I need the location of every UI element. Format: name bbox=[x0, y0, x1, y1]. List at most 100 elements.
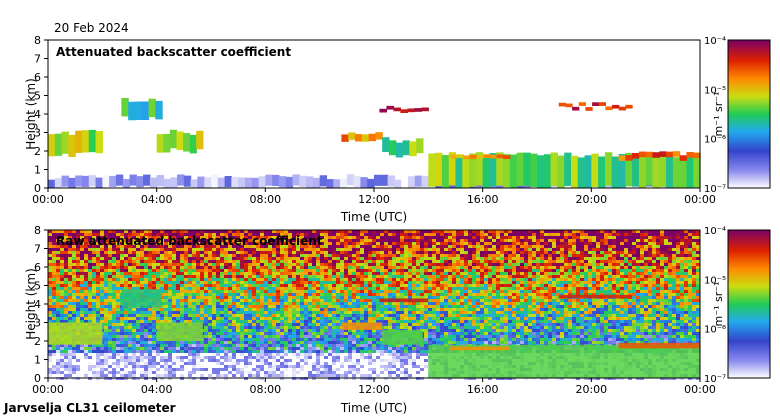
raw-backscatter-cell bbox=[116, 245, 120, 248]
raw-backscatter-cell bbox=[164, 242, 168, 245]
raw-backscatter-cell bbox=[264, 266, 268, 269]
raw-backscatter-cell bbox=[320, 296, 324, 299]
raw-backscatter-cell bbox=[320, 293, 324, 296]
raw-backscatter-cell bbox=[292, 299, 296, 302]
raw-backscatter-cell bbox=[580, 290, 584, 293]
raw-backscatter-cell bbox=[572, 257, 576, 260]
raw-backscatter-cell bbox=[208, 281, 212, 284]
raw-backscatter-cell bbox=[596, 272, 600, 275]
backscatter-cell-precip-1500 bbox=[475, 152, 484, 186]
raw-backscatter-cell bbox=[644, 272, 648, 275]
raw-backscatter-cell bbox=[464, 269, 468, 272]
raw-backscatter-cell bbox=[92, 260, 96, 263]
raw-backscatter-cell bbox=[676, 239, 680, 242]
raw-backscatter-cell bbox=[696, 269, 700, 272]
raw-backscatter-cell bbox=[540, 281, 544, 284]
raw-backscatter-cell bbox=[364, 284, 368, 287]
raw-backscatter-cell bbox=[252, 266, 256, 269]
raw-backscatter-cell bbox=[388, 278, 392, 281]
backscatter-cell-precip-1500 bbox=[672, 157, 681, 188]
raw-backscatter-cell bbox=[128, 281, 132, 284]
raw-backscatter-cell bbox=[112, 242, 116, 245]
raw-backscatter-cell bbox=[396, 251, 400, 254]
raw-backscatter-cell bbox=[228, 281, 232, 284]
raw-backscatter-cell bbox=[108, 254, 112, 257]
raw-backscatter-cell bbox=[564, 260, 568, 263]
raw-backscatter-cell bbox=[520, 242, 524, 245]
raw-backscatter-cell bbox=[696, 245, 700, 248]
raw-backscatter-cell bbox=[248, 239, 252, 242]
raw-backscatter-cell bbox=[176, 290, 180, 293]
raw-backscatter-cell bbox=[428, 239, 432, 242]
raw-backscatter-cell bbox=[624, 236, 628, 239]
raw-backscatter-cell bbox=[524, 236, 528, 239]
raw-backscatter-cell bbox=[592, 257, 596, 260]
raw-backscatter-cell bbox=[508, 251, 512, 254]
raw-backscatter-cell bbox=[204, 311, 208, 314]
raw-backscatter-cell bbox=[228, 314, 232, 317]
raw-backscatter-cell bbox=[400, 266, 404, 269]
raw-backscatter-cell bbox=[424, 281, 428, 284]
raw-backscatter-cell bbox=[644, 233, 648, 236]
raw-backscatter-cell bbox=[380, 269, 384, 272]
raw-backscatter-cell bbox=[164, 257, 168, 260]
raw-backscatter-cell bbox=[68, 248, 72, 251]
raw-backscatter-cell bbox=[300, 269, 304, 272]
raw-backscatter-cell bbox=[216, 278, 220, 281]
raw-backscatter-cell bbox=[224, 299, 228, 302]
raw-backscatter-cell bbox=[188, 278, 192, 281]
raw-backscatter-cell bbox=[540, 263, 544, 266]
raw-backscatter-cell bbox=[256, 281, 260, 284]
raw-backscatter-cell bbox=[620, 287, 624, 290]
raw-backscatter-cell bbox=[296, 260, 300, 263]
raw-backscatter-cell bbox=[644, 260, 648, 263]
raw-backscatter-cell bbox=[236, 266, 240, 269]
raw-backscatter-cell bbox=[200, 302, 204, 305]
backscatter-cell-boundary-layer bbox=[136, 176, 144, 188]
raw-backscatter-cell bbox=[672, 239, 676, 242]
raw-backscatter-cell bbox=[696, 257, 700, 260]
raw-backscatter-cell bbox=[292, 236, 296, 239]
raw-backscatter-cell bbox=[312, 251, 316, 254]
raw-backscatter-cell bbox=[440, 311, 444, 314]
raw-backscatter-cell bbox=[80, 236, 84, 239]
raw-backscatter-cell bbox=[348, 245, 352, 248]
raw-backscatter-cell bbox=[284, 293, 288, 296]
colorbar-tick-label: 10⁻⁴ bbox=[704, 36, 726, 47]
raw-backscatter-cell bbox=[136, 272, 140, 275]
raw-backscatter-cell bbox=[548, 236, 552, 239]
raw-backscatter-cell bbox=[164, 248, 168, 251]
raw-backscatter-cell bbox=[528, 308, 532, 311]
raw-backscatter-cell bbox=[432, 260, 436, 263]
raw-backscatter-cell bbox=[652, 308, 656, 311]
raw-backscatter-cell bbox=[508, 308, 512, 311]
raw-backscatter-cell bbox=[196, 254, 200, 257]
raw-backscatter-cell bbox=[52, 233, 56, 236]
raw-backscatter-cell bbox=[160, 248, 164, 251]
raw-backscatter-cell bbox=[308, 308, 312, 311]
backscatter-cell-precip-1500 bbox=[482, 156, 491, 188]
raw-backscatter-cell bbox=[196, 257, 200, 260]
raw-backscatter-cell bbox=[480, 314, 484, 317]
raw-backscatter-cell bbox=[264, 260, 268, 263]
raw-backscatter-cell bbox=[168, 299, 172, 302]
raw-backscatter-cell bbox=[464, 281, 468, 284]
raw-backscatter-cell bbox=[668, 299, 672, 302]
raw-backscatter-cell bbox=[400, 245, 404, 248]
raw-backscatter-cell bbox=[432, 251, 436, 254]
raw-backscatter-cell bbox=[264, 311, 268, 314]
raw-backscatter-cell bbox=[332, 266, 336, 269]
raw-backscatter-cell bbox=[544, 278, 548, 281]
raw-backscatter-cell bbox=[484, 296, 488, 299]
raw-backscatter-cell bbox=[196, 299, 200, 302]
raw-backscatter-cell bbox=[376, 305, 380, 308]
raw-backscatter-cell bbox=[100, 290, 104, 293]
raw-backscatter-cell bbox=[380, 293, 384, 296]
raw-backscatter-cell bbox=[268, 239, 272, 242]
raw-backscatter-cell bbox=[356, 269, 360, 272]
raw-backscatter-cell bbox=[500, 290, 504, 293]
raw-backscatter-cell bbox=[204, 305, 208, 308]
raw-backscatter-cell bbox=[692, 248, 696, 251]
raw-backscatter-cell bbox=[252, 263, 256, 266]
raw-backscatter-cell bbox=[676, 278, 680, 281]
